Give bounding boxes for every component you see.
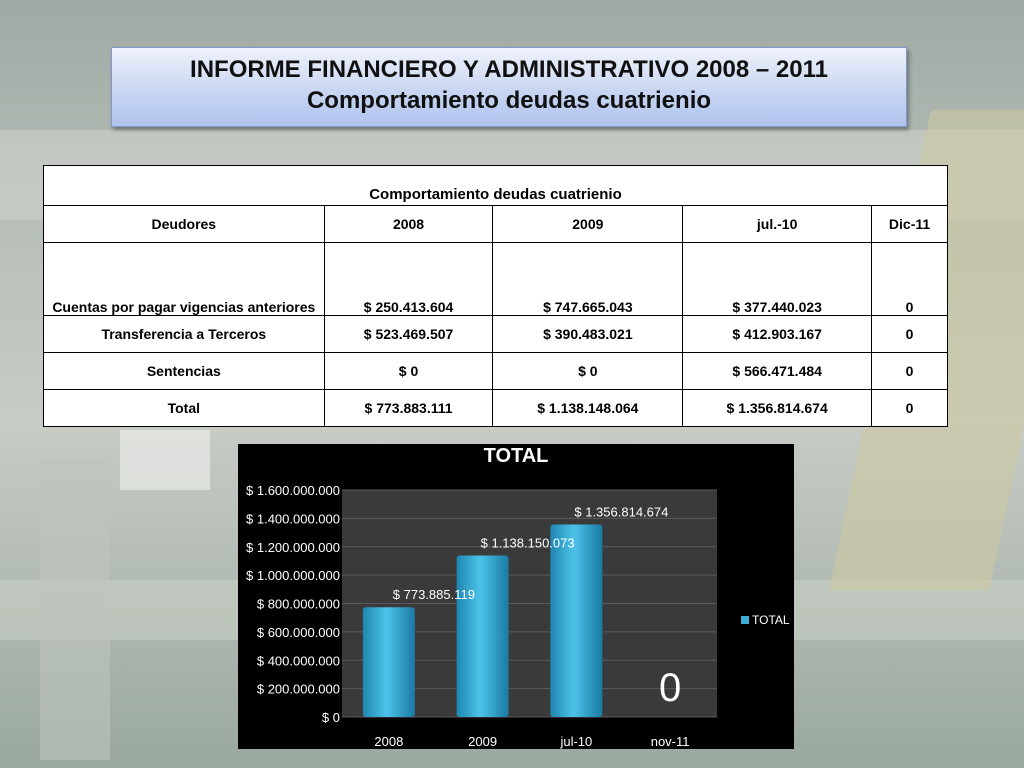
- y-tick-label: $ 800.000.000: [257, 597, 340, 612]
- row-label: Sentencias: [43, 352, 325, 390]
- header-cell: 2008: [323, 205, 494, 243]
- header-cell: jul.-10: [682, 205, 873, 243]
- table-cell: $ 773.883.111: [323, 389, 494, 427]
- table-row: Transferencia a Terceros $ 523.469.507 $…: [43, 315, 948, 353]
- background-block: [120, 430, 210, 490]
- table-cell: $ 0: [492, 352, 684, 390]
- table-cell: $ 747.665.043: [492, 242, 684, 316]
- header-cell: 2009: [492, 205, 684, 243]
- y-tick-label: $ 400.000.000: [257, 653, 340, 668]
- header-cell: Dic-11: [871, 205, 948, 243]
- x-tick-label: 2009: [468, 734, 497, 749]
- y-tick-label: $ 1.200.000.000: [246, 540, 340, 555]
- bar: [362, 607, 415, 717]
- row-label: Total: [43, 389, 325, 427]
- table-header-row: Deudores 2008 2009 jul.-10 Dic-11: [43, 205, 948, 243]
- table-cell: $ 377.440.023: [682, 242, 873, 316]
- table-row: Cuentas por pagar vigencias anteriores $…: [43, 242, 948, 316]
- chart-svg: $ 0 $ 200.000.000 $ 400.000.000 $ 600.000.0…: [246, 445, 790, 749]
- data-label: 0: [659, 666, 681, 710]
- bar: [456, 555, 509, 717]
- row-label: Cuentas por pagar vigencias anteriores: [43, 242, 325, 316]
- data-label: $ 773.885.119: [393, 587, 475, 602]
- y-tick-label: $ 1.400.000.000: [246, 511, 340, 526]
- table-cell: 0: [871, 242, 948, 316]
- y-tick-label: $ 600.000.000: [257, 625, 340, 640]
- slide-title-box: INFORME FINANCIERO Y ADMINISTRATIVO 2008…: [111, 47, 907, 127]
- slide-subtitle: Comportamiento deudas cuatrienio: [306, 87, 712, 114]
- data-label: $ 1.138.150.073: [481, 536, 575, 551]
- legend-swatch: [741, 616, 749, 624]
- slide-title: INFORME FINANCIERO Y ADMINISTRATIVO 2008…: [190, 56, 828, 83]
- background-block: [40, 460, 110, 760]
- x-tick-label: jul-10: [559, 734, 592, 749]
- y-tick-label: $ 200.000.000: [257, 682, 340, 697]
- table-cell: $ 0: [323, 352, 494, 390]
- table-cell: 0: [871, 315, 948, 353]
- table-cell: $ 412.903.167: [682, 315, 873, 353]
- table-caption: Comportamiento deudas cuatrienio: [43, 165, 948, 206]
- table-cell: 0: [871, 352, 948, 390]
- table-cell: $ 1.138.148.064: [492, 389, 684, 427]
- table-row: Total $ 773.883.111 $ 1.138.148.064 $ 1.…: [43, 389, 948, 427]
- x-tick-label: 2008: [374, 734, 403, 749]
- table-cell: $ 566.471.484: [682, 352, 873, 390]
- legend-label: TOTAL: [752, 613, 790, 627]
- table-cell: $ 250.413.604: [323, 242, 494, 316]
- bar: [550, 524, 603, 717]
- y-tick-label: $ 0: [322, 710, 340, 725]
- chart-title: TOTAL: [484, 445, 549, 467]
- x-tick-label: nov-11: [651, 734, 690, 749]
- table-row: Sentencias $ 0 $ 0 $ 566.471.484 0: [43, 352, 948, 390]
- table-cell: 0: [871, 389, 948, 427]
- y-tick-label: $ 1.000.000.000: [246, 568, 340, 583]
- table-cell: $ 390.483.021: [492, 315, 684, 353]
- table-cell: $ 1.356.814.674: [682, 389, 873, 427]
- y-tick-label: $ 1.600.000.000: [246, 483, 340, 498]
- data-label: $ 1.356.814.674: [574, 505, 668, 520]
- row-label: Transferencia a Terceros: [43, 315, 325, 353]
- table-cell: $ 523.469.507: [323, 315, 494, 353]
- total-chart: $ 0 $ 200.000.000 $ 400.000.000 $ 600.000.0…: [238, 444, 794, 749]
- debts-table: Comportamiento deudas cuatrienio Deudore…: [43, 165, 948, 427]
- header-cell: Deudores: [43, 205, 325, 243]
